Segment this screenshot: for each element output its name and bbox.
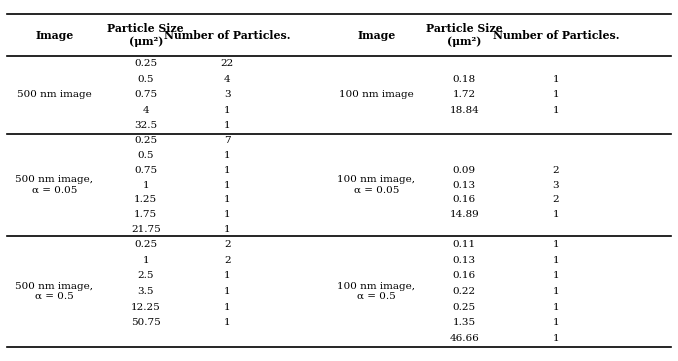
Text: 1: 1 — [553, 240, 559, 249]
Text: 0.11: 0.11 — [453, 240, 476, 249]
Text: 7: 7 — [224, 136, 231, 145]
Text: 0.5: 0.5 — [138, 75, 154, 84]
Text: 1: 1 — [553, 287, 559, 296]
Text: 0.09: 0.09 — [453, 166, 476, 175]
Text: 1.72: 1.72 — [453, 90, 476, 99]
Text: 3: 3 — [553, 180, 559, 190]
Text: Particle Size
(μm²): Particle Size (μm²) — [426, 23, 503, 47]
Text: 50.75: 50.75 — [131, 318, 161, 327]
Text: 1: 1 — [142, 256, 149, 265]
Text: 1: 1 — [553, 256, 559, 265]
Text: 0.25: 0.25 — [453, 303, 476, 312]
Text: Number of Particles.: Number of Particles. — [164, 30, 290, 41]
Text: 1: 1 — [224, 271, 231, 280]
Text: 4: 4 — [224, 75, 231, 84]
Text: 0.16: 0.16 — [453, 271, 476, 280]
Text: 0.25: 0.25 — [134, 240, 157, 249]
Text: 1: 1 — [553, 271, 559, 280]
Text: 1.25: 1.25 — [134, 195, 157, 204]
Text: 1: 1 — [553, 318, 559, 327]
Text: 21.75: 21.75 — [131, 225, 161, 234]
Text: 2: 2 — [553, 166, 559, 175]
Text: 0.18: 0.18 — [453, 75, 476, 84]
Text: 1: 1 — [224, 106, 231, 115]
Text: 500 nm image,
α = 0.5: 500 nm image, α = 0.5 — [15, 282, 94, 301]
Text: 1: 1 — [224, 318, 231, 327]
Text: 0.25: 0.25 — [134, 136, 157, 145]
Text: 0.75: 0.75 — [134, 90, 157, 99]
Text: 3: 3 — [224, 90, 231, 99]
Text: 1: 1 — [553, 303, 559, 312]
Text: 3.5: 3.5 — [138, 287, 154, 296]
Text: 1: 1 — [224, 303, 231, 312]
Text: Number of Particles.: Number of Particles. — [493, 30, 619, 41]
Text: 22: 22 — [220, 59, 234, 68]
Text: 0.13: 0.13 — [453, 180, 476, 190]
Text: 1: 1 — [224, 121, 231, 130]
Text: 1: 1 — [224, 195, 231, 204]
Text: 2: 2 — [224, 256, 231, 265]
Text: Image: Image — [357, 30, 395, 41]
Text: Image: Image — [35, 30, 73, 41]
Text: 100 nm image: 100 nm image — [339, 90, 414, 99]
Text: 1.75: 1.75 — [134, 210, 157, 219]
Text: 1: 1 — [553, 90, 559, 99]
Text: 1: 1 — [142, 180, 149, 190]
Text: 2.5: 2.5 — [138, 271, 154, 280]
Text: 0.16: 0.16 — [453, 195, 476, 204]
Text: 12.25: 12.25 — [131, 303, 161, 312]
Text: 500 nm image: 500 nm image — [17, 90, 92, 99]
Text: 1: 1 — [553, 75, 559, 84]
Text: 18.84: 18.84 — [450, 106, 479, 115]
Text: 100 nm image,
α = 0.5: 100 nm image, α = 0.5 — [337, 282, 416, 301]
Text: 32.5: 32.5 — [134, 121, 157, 130]
Text: 1: 1 — [224, 180, 231, 190]
Text: 1: 1 — [224, 166, 231, 175]
Text: 1: 1 — [224, 210, 231, 219]
Text: 500 nm image,
α = 0.05: 500 nm image, α = 0.05 — [15, 175, 94, 195]
Text: 0.22: 0.22 — [453, 287, 476, 296]
Text: 1: 1 — [553, 106, 559, 115]
Text: 4: 4 — [142, 106, 149, 115]
Text: 1: 1 — [224, 225, 231, 234]
Text: 0.25: 0.25 — [134, 59, 157, 68]
Text: 2: 2 — [224, 240, 231, 249]
Text: 0.13: 0.13 — [453, 256, 476, 265]
Text: 0.75: 0.75 — [134, 166, 157, 175]
Text: 46.66: 46.66 — [450, 334, 479, 343]
Text: 1: 1 — [224, 151, 231, 160]
Text: 14.89: 14.89 — [450, 210, 479, 219]
Text: 1: 1 — [553, 210, 559, 219]
Text: Particle Size
(μm²): Particle Size (μm²) — [107, 23, 184, 47]
Text: 0.5: 0.5 — [138, 151, 154, 160]
Text: 1: 1 — [224, 287, 231, 296]
Text: 2: 2 — [553, 195, 559, 204]
Text: 1: 1 — [553, 334, 559, 343]
Text: 1.35: 1.35 — [453, 318, 476, 327]
Text: 100 nm image,
α = 0.05: 100 nm image, α = 0.05 — [337, 175, 416, 195]
